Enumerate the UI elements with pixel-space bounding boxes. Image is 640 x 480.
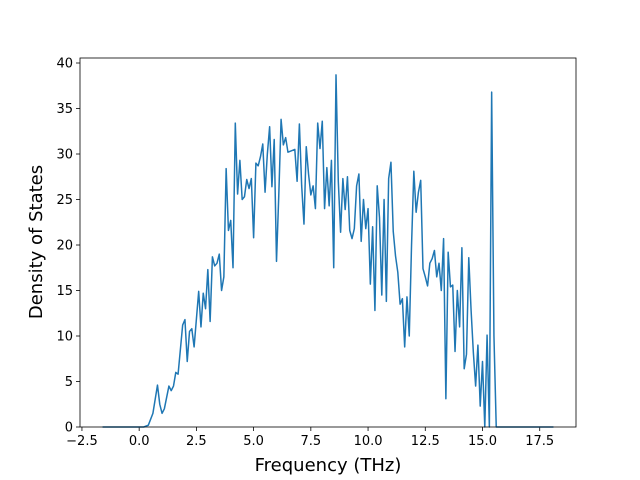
x-axis-label: Frequency (THz) [255,455,402,476]
x-tick-label: 7.5 [300,434,321,449]
y-tick-label: 20 [56,239,73,254]
y-axis-label: Density of States [26,165,47,319]
x-tick-label: 5.0 [243,434,264,449]
y-tick-label: 25 [56,193,73,208]
x-tick-label: 12.5 [411,434,440,449]
x-tick-label: 2.5 [186,434,207,449]
y-tick-label: 35 [56,102,73,117]
axes-frame [79,57,577,428]
x-tick-label: −2.5 [66,434,98,449]
x-tick-label: 17.5 [525,434,554,449]
x-tick-label: 0.0 [129,434,150,449]
y-tick-label: 40 [56,57,73,72]
x-tick-label: 10.0 [354,434,383,449]
line-series [102,74,554,428]
y-tick-label: 0 [65,421,73,436]
x-tick-label: 15.0 [468,434,497,449]
y-tick-label: 30 [56,148,73,163]
y-tick-label: 10 [56,330,73,345]
y-tick-label: 5 [65,375,73,390]
y-tick-label: 15 [56,284,73,299]
